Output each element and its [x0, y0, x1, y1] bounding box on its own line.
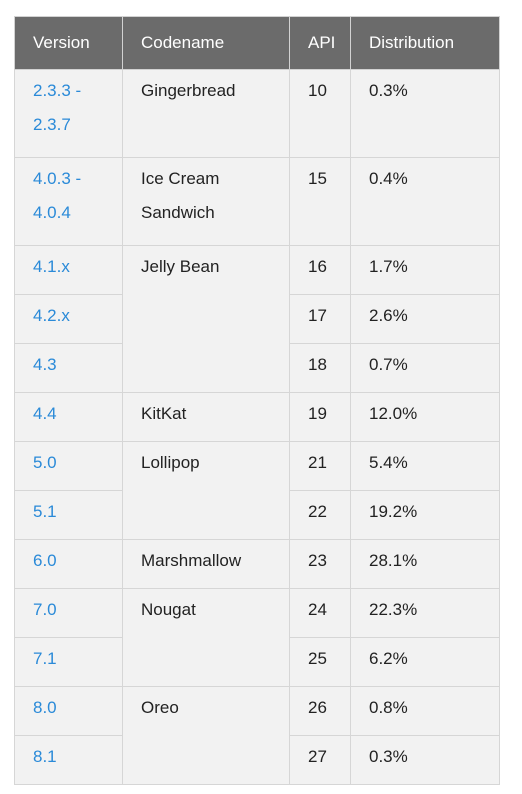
distribution-table-container: Version Codename API Distribution 2.3.3 … — [14, 16, 500, 785]
version-link[interactable]: 4.0.3 -4.0.4 — [33, 169, 82, 222]
api-cell: 22 — [289, 490, 351, 540]
codename-cell: Nougat — [122, 588, 290, 687]
header-codename: Codename — [122, 16, 290, 70]
version-link[interactable]: 4.2.x — [33, 306, 70, 325]
api-cell: 26 — [289, 686, 351, 736]
distribution-cell: 22.3% — [350, 588, 500, 638]
version-link[interactable]: 6.0 — [33, 551, 57, 570]
header-version: Version — [14, 16, 123, 70]
table-row: 2.3.3 -2.3.7 Gingerbread 10 0.3% — [14, 69, 500, 158]
table-row: 6.0 Marshmallow 23 28.1% — [14, 539, 500, 589]
version-cell: 4.4 — [14, 392, 123, 442]
api-cell: 17 — [289, 294, 351, 344]
version-cell: 4.3 — [14, 343, 123, 393]
table-row: 4.1.x Jelly Bean 16 1.7% — [14, 245, 500, 393]
version-link[interactable]: 5.1 — [33, 502, 57, 521]
api-cell: 25 — [289, 637, 351, 687]
version-link[interactable]: 8.1 — [33, 747, 57, 766]
version-cell: 4.2.x — [14, 294, 123, 344]
distribution-cell: 0.3% — [350, 735, 500, 785]
table-row: 8.0 Oreo 26 0.8% — [14, 686, 500, 785]
distribution-cell: 0.4% — [350, 157, 500, 246]
codename-cell: Gingerbread — [122, 69, 290, 158]
version-cell: 5.0 — [14, 441, 123, 491]
api-cell: 16 — [289, 245, 351, 295]
distribution-cell: 28.1% — [350, 539, 500, 589]
version-cell: 4.0.3 -4.0.4 — [14, 157, 123, 246]
version-link[interactable]: 7.1 — [33, 649, 57, 668]
table-row: 4.4 KitKat 19 12.0% — [14, 392, 500, 442]
table-row: 4.0.3 -4.0.4 Ice Cream Sandwich 15 0.4% — [14, 157, 500, 246]
table-row: 4.2.x 17 2.6% — [14, 294, 500, 344]
api-cell: 18 — [289, 343, 351, 393]
table-row: 5.1 22 19.2% — [14, 490, 500, 540]
version-cell: 7.1 — [14, 637, 123, 687]
api-cell: 19 — [289, 392, 351, 442]
table-header-row: Version Codename API Distribution — [14, 16, 500, 70]
distribution-cell: 0.3% — [350, 69, 500, 158]
distribution-cell: 1.7% — [350, 245, 500, 295]
version-link[interactable]: 4.3 — [33, 355, 57, 374]
distribution-cell: 6.2% — [350, 637, 500, 687]
android-distribution-table: Version Codename API Distribution 2.3.3 … — [14, 16, 500, 785]
api-cell: 24 — [289, 588, 351, 638]
version-cell: 6.0 — [14, 539, 123, 589]
version-link[interactable]: 4.4 — [33, 404, 57, 423]
distribution-cell: 19.2% — [350, 490, 500, 540]
api-cell: 15 — [289, 157, 351, 246]
version-cell: 5.1 — [14, 490, 123, 540]
version-link[interactable]: 8.0 — [33, 698, 57, 717]
distribution-cell: 5.4% — [350, 441, 500, 491]
header-distribution: Distribution — [350, 16, 500, 70]
header-api: API — [289, 16, 351, 70]
version-cell: 4.1.x — [14, 245, 123, 295]
version-cell: 7.0 — [14, 588, 123, 638]
codename-cell: Lollipop — [122, 441, 290, 540]
codename-cell: Ice Cream Sandwich — [122, 157, 290, 246]
distribution-cell: 0.8% — [350, 686, 500, 736]
api-cell: 27 — [289, 735, 351, 785]
version-cell: 2.3.3 -2.3.7 — [14, 69, 123, 158]
version-link[interactable]: 7.0 — [33, 600, 57, 619]
distribution-cell: 0.7% — [350, 343, 500, 393]
version-cell: 8.1 — [14, 735, 123, 785]
table-row: 5.0 Lollipop 21 5.4% — [14, 441, 500, 540]
version-link[interactable]: 4.1.x — [33, 257, 70, 276]
version-cell: 8.0 — [14, 686, 123, 736]
codename-cell: Marshmallow — [122, 539, 290, 589]
codename-cell: KitKat — [122, 392, 290, 442]
table-row: 8.1 27 0.3% — [14, 735, 500, 785]
api-cell: 23 — [289, 539, 351, 589]
table-row: 7.1 25 6.2% — [14, 637, 500, 687]
codename-cell: Jelly Bean — [122, 245, 290, 393]
codename-cell: Oreo — [122, 686, 290, 785]
table-row: 7.0 Nougat 24 22.3% — [14, 588, 500, 687]
distribution-cell: 12.0% — [350, 392, 500, 442]
version-link[interactable]: 2.3.3 -2.3.7 — [33, 81, 82, 134]
api-cell: 10 — [289, 69, 351, 158]
distribution-cell: 2.6% — [350, 294, 500, 344]
table-row: 4.3 18 0.7% — [14, 343, 500, 393]
api-cell: 21 — [289, 441, 351, 491]
version-link[interactable]: 5.0 — [33, 453, 57, 472]
